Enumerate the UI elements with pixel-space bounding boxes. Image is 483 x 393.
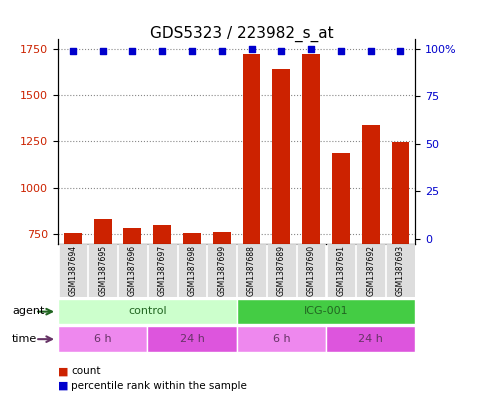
Text: GSM1387695: GSM1387695	[98, 244, 107, 296]
Bar	[327, 244, 355, 297]
Bar	[242, 54, 260, 374]
Bar	[58, 244, 87, 297]
Point	[367, 48, 375, 54]
Text: GSM1387690: GSM1387690	[307, 244, 315, 296]
Bar	[302, 54, 320, 374]
Text: ICG-001: ICG-001	[304, 307, 348, 316]
Text: control: control	[128, 307, 167, 316]
Text: ■: ■	[58, 366, 69, 376]
Point	[397, 48, 404, 54]
Text: GSM1387688: GSM1387688	[247, 245, 256, 296]
Text: GSM1387692: GSM1387692	[366, 245, 375, 296]
Point	[99, 48, 107, 54]
Text: 24 h: 24 h	[358, 334, 383, 344]
Bar	[237, 326, 326, 352]
Bar	[118, 244, 147, 297]
Text: count: count	[71, 366, 101, 376]
Bar	[392, 142, 410, 374]
Text: GSM1387694: GSM1387694	[69, 244, 77, 296]
Bar	[356, 244, 385, 297]
Bar	[153, 225, 171, 374]
Text: GSM1387691: GSM1387691	[337, 245, 345, 296]
Point	[337, 48, 345, 54]
Bar	[64, 233, 82, 374]
Text: 6 h: 6 h	[272, 334, 290, 344]
Text: GDS5323 / 223982_s_at: GDS5323 / 223982_s_at	[150, 26, 333, 42]
Point	[128, 48, 136, 54]
Text: GSM1387698: GSM1387698	[187, 245, 197, 296]
Text: time: time	[12, 334, 37, 344]
Text: ■: ■	[58, 381, 69, 391]
Bar	[237, 244, 266, 297]
Text: agent: agent	[12, 307, 44, 316]
Bar	[297, 244, 326, 297]
Bar	[272, 69, 290, 374]
Bar	[267, 244, 296, 297]
Bar	[213, 231, 231, 374]
Bar	[58, 326, 147, 352]
Point	[69, 48, 77, 54]
Point	[278, 48, 285, 54]
Text: GSM1387689: GSM1387689	[277, 245, 286, 296]
Bar	[326, 326, 415, 352]
Text: 24 h: 24 h	[180, 334, 204, 344]
Bar	[124, 228, 142, 374]
Bar	[148, 244, 176, 297]
Bar	[362, 125, 380, 374]
Point	[218, 48, 226, 54]
Bar	[183, 233, 201, 374]
Text: GSM1387699: GSM1387699	[217, 244, 226, 296]
Point	[248, 46, 256, 52]
Bar	[178, 244, 206, 297]
Bar	[237, 299, 415, 324]
Bar	[147, 326, 237, 352]
Bar	[332, 152, 350, 374]
Bar	[208, 244, 236, 297]
Text: GSM1387693: GSM1387693	[396, 244, 405, 296]
Point	[188, 48, 196, 54]
Text: GSM1387696: GSM1387696	[128, 244, 137, 296]
Point	[307, 46, 315, 52]
Bar	[88, 244, 117, 297]
Point	[158, 48, 166, 54]
Bar	[58, 299, 237, 324]
Text: GSM1387697: GSM1387697	[158, 244, 167, 296]
Text: 6 h: 6 h	[94, 334, 112, 344]
Bar	[94, 219, 112, 374]
Bar	[386, 244, 415, 297]
Text: percentile rank within the sample: percentile rank within the sample	[71, 381, 247, 391]
